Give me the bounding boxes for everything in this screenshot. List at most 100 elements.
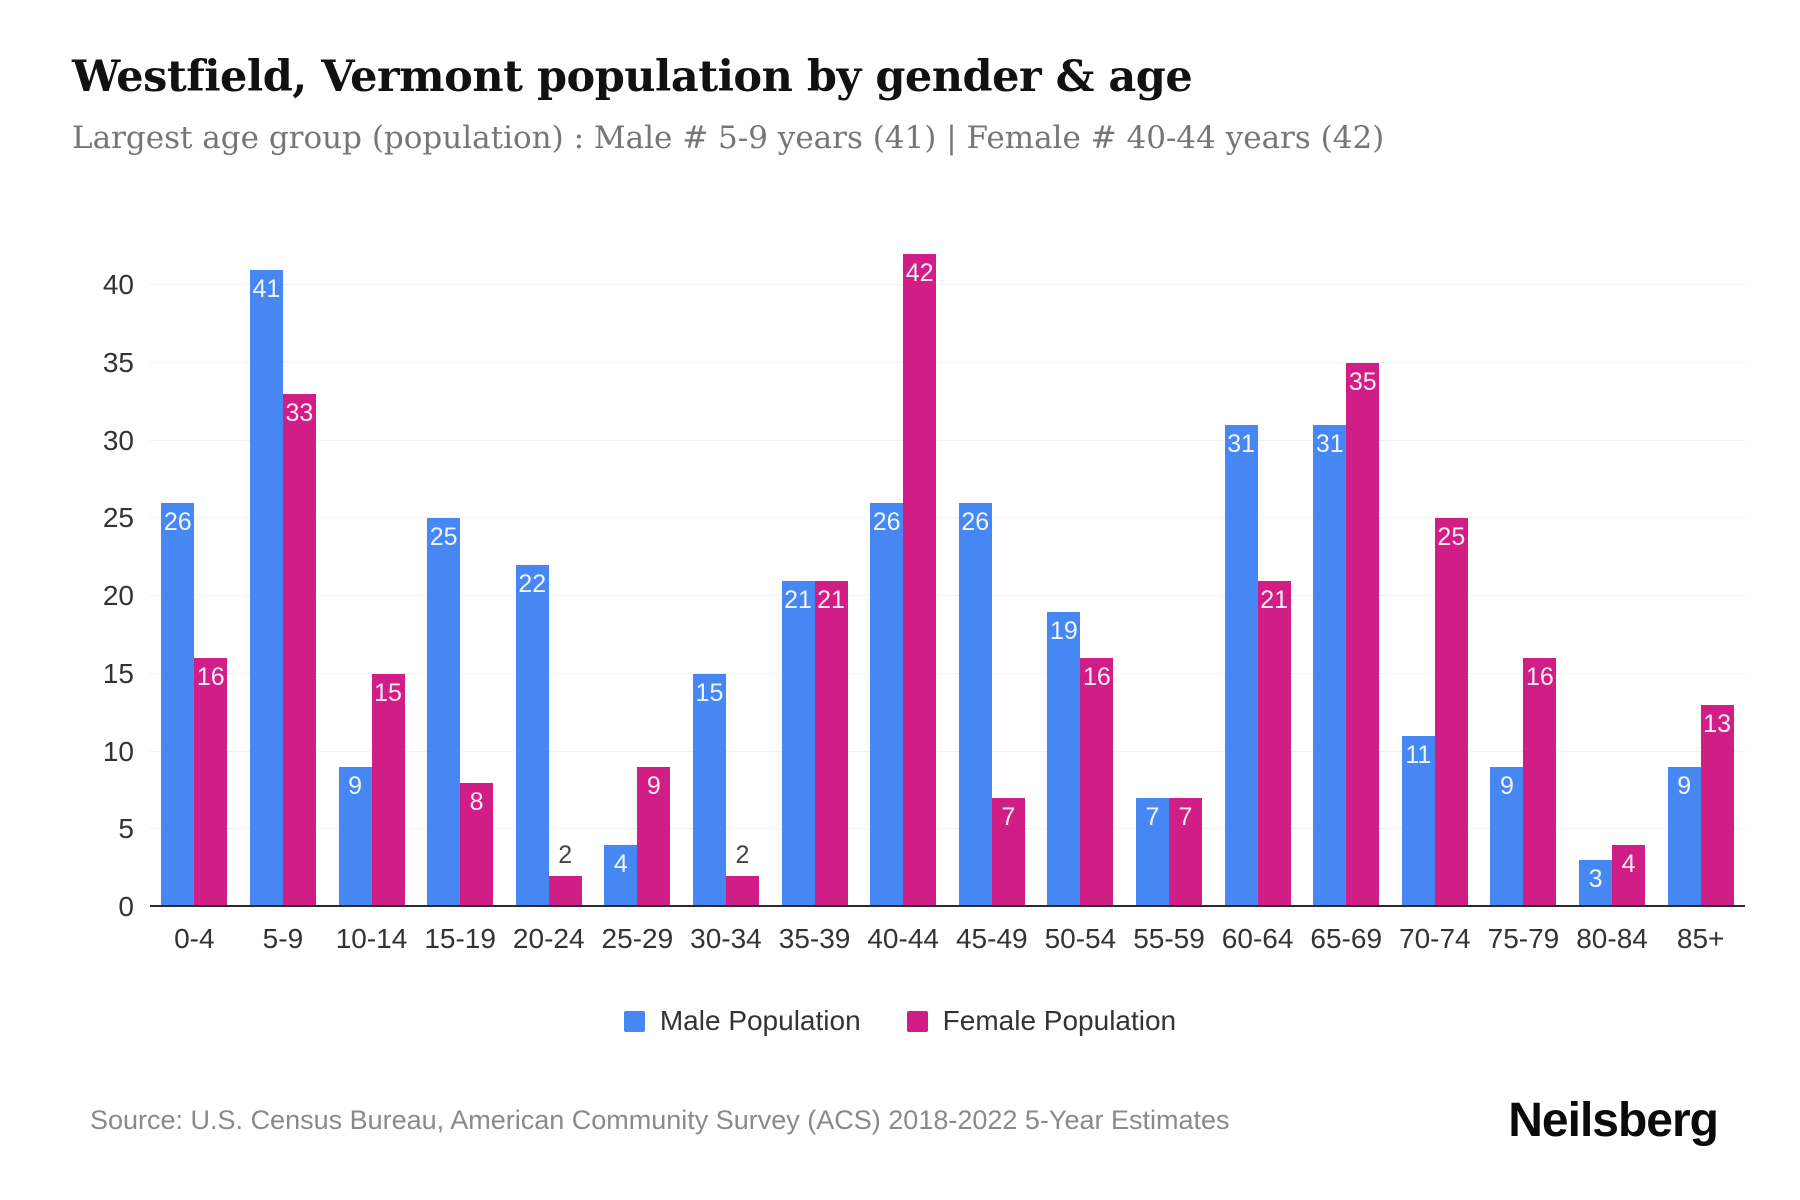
bar-value-label: 26	[163, 507, 192, 536]
bar-group-45-49: 26 7	[947, 254, 1036, 907]
bar-male-35-39[interactable]: 21	[781, 580, 815, 907]
bar-value-label: 42	[905, 259, 934, 287]
bar-female-80-84[interactable]: 4	[1612, 844, 1646, 907]
bar-female-60-64[interactable]: 21	[1257, 580, 1291, 907]
bar-group-50-54: 19 16	[1036, 254, 1125, 907]
bar-value-label: 11	[1405, 740, 1432, 769]
bar-male-30-34[interactable]: 15	[692, 673, 726, 907]
neilsberg-logo: Neilsberg	[1508, 1094, 1719, 1147]
bar-female-0-4[interactable]: 16	[194, 658, 228, 907]
bar-male-65-69[interactable]: 31	[1313, 425, 1347, 907]
x-tick-60-64: 60-64	[1221, 923, 1294, 954]
bar-male-20-24[interactable]: 22	[515, 564, 549, 907]
bar-group-20-24: 22 2	[504, 254, 593, 907]
gridline-25	[150, 517, 1745, 519]
bar-female-85+[interactable]: 13	[1700, 704, 1734, 907]
bar-value-label: 9	[646, 772, 661, 801]
x-tick-40-44: 40-44	[867, 923, 939, 954]
bar-male-5-9[interactable]: 41	[249, 269, 283, 907]
bar-male-50-54[interactable]: 19	[1047, 611, 1081, 907]
bar-female-50-54[interactable]: 16	[1080, 658, 1114, 907]
bar-female-10-14[interactable]: 15	[371, 673, 405, 907]
legend-label-female: Female Population	[942, 1005, 1177, 1036]
bar-value-label: 21	[817, 585, 845, 614]
x-tick-20-24: 20-24	[512, 923, 585, 954]
bar-female-40-44[interactable]: 42	[903, 254, 937, 907]
bar-value-label: 21	[784, 585, 812, 614]
legend-item-male[interactable]: Male Population	[623, 1005, 861, 1037]
bar-value-label: 4	[1621, 849, 1636, 878]
bar-female-35-39[interactable]: 21	[814, 580, 848, 907]
bar-group-0-4: 26 16	[150, 254, 239, 907]
x-axis-labels: 0-4 5-9 10-14 15-19 20-24 25-29 30-34 35-39 40-4…	[150, 923, 1745, 955]
bar-male-55-59[interactable]: 7	[1136, 798, 1169, 907]
bar-value-label: 16	[1526, 663, 1554, 692]
gridline-20	[150, 595, 1745, 597]
bar-value-label: 2	[735, 840, 750, 869]
bar-female-20-24[interactable]: 2	[548, 841, 582, 907]
bar-value-label: 7	[1145, 803, 1160, 832]
y-tick-5: 5	[118, 813, 134, 845]
x-tick-0-4: 0-4	[174, 923, 215, 954]
bar-female-65-69[interactable]: 35	[1346, 362, 1380, 907]
x-axis-line	[150, 905, 1745, 907]
legend-item-female[interactable]: Female Population	[906, 1005, 1177, 1037]
bar-value-label: 9	[1499, 772, 1514, 801]
x-tick-55-59: 55-59	[1133, 923, 1205, 954]
gridline-10	[150, 750, 1745, 752]
bar-female-55-59[interactable]: 7	[1169, 798, 1202, 907]
bar-group-35-39: 21 21	[770, 254, 859, 907]
bar-value-label: 21	[1260, 585, 1289, 614]
bar-female-5-9[interactable]: 33	[282, 393, 316, 907]
bar-group-60-64: 31 21	[1213, 254, 1302, 907]
bar-group-15-19: 25 8	[416, 254, 505, 907]
bar-male-80-84[interactable]: 3	[1579, 860, 1613, 907]
bar-male-40-44[interactable]: 26	[870, 502, 904, 907]
bar-female-45-49[interactable]: 7	[991, 798, 1025, 907]
bar-female-30-34[interactable]: 2	[725, 841, 759, 907]
bar-groups: 26 16 41 33 9 15 25 8 22 2 4 9 15 2 21 21 26 42 26 7 19 16 7 7 3…	[150, 254, 1745, 907]
bar-male-25-29[interactable]: 4	[604, 844, 638, 907]
footer: Source: U.S. Census Bureau, American Com…	[0, 1093, 1800, 1148]
bar-female-25-29[interactable]: 9	[637, 767, 671, 907]
bar-value-label: 9	[1677, 772, 1692, 801]
bar-group-10-14: 9 15	[327, 254, 416, 907]
bar-value-label: 9	[348, 772, 362, 801]
x-tick-15-19: 15-19	[424, 923, 496, 954]
bar-value-label: 8	[469, 787, 484, 816]
gridline-15	[150, 672, 1745, 674]
bar-value-label: 31	[1227, 430, 1256, 459]
bar-value-label: 26	[872, 507, 901, 536]
gridline-30	[150, 439, 1745, 441]
bar-group-85+: 9 13	[1656, 254, 1745, 907]
x-tick-25-29: 25-29	[601, 923, 674, 954]
bar-value-label: 2	[558, 840, 573, 869]
bar-value-label: 15	[695, 678, 724, 707]
bar-group-30-34: 15 2	[682, 254, 771, 907]
source-attribution: Source: U.S. Census Bureau, American Com…	[90, 1105, 1230, 1135]
bar-male-0-4[interactable]: 26	[161, 502, 195, 907]
bar-male-85+[interactable]: 9	[1667, 767, 1701, 907]
bar-value-label: 7	[1001, 803, 1016, 832]
bar-male-15-19[interactable]: 25	[427, 518, 461, 907]
y-tick-0: 0	[118, 891, 134, 922]
plot-area: 0 5 10 15 20 25 30 35 40 26 16 41 33 9 15 25 8 22 2 4 9 15 2 2…	[103, 254, 1745, 922]
bar-value-label: 16	[1082, 663, 1111, 692]
bar-female-70-74[interactable]: 25	[1434, 518, 1468, 907]
bar-value-label: 3	[1588, 865, 1603, 894]
x-tick-5-9: 5-9	[262, 923, 304, 954]
bar-female-75-79[interactable]: 16	[1523, 658, 1557, 907]
bar-value-label: 25	[1437, 523, 1466, 552]
bar-male-60-64[interactable]: 31	[1224, 425, 1258, 907]
bar-value-label: 41	[252, 274, 281, 303]
bar-male-75-79[interactable]: 9	[1490, 767, 1524, 907]
y-tick-30: 30	[102, 424, 134, 456]
male-series-swatch-icon	[623, 1010, 645, 1032]
bar-male-45-49[interactable]: 26	[958, 502, 992, 907]
bar-male-70-74[interactable]: 11	[1401, 735, 1435, 907]
bar-value-label: 15	[374, 678, 402, 707]
bar-female-15-19[interactable]: 8	[460, 782, 494, 907]
bar-male-10-14[interactable]: 9	[338, 767, 372, 907]
